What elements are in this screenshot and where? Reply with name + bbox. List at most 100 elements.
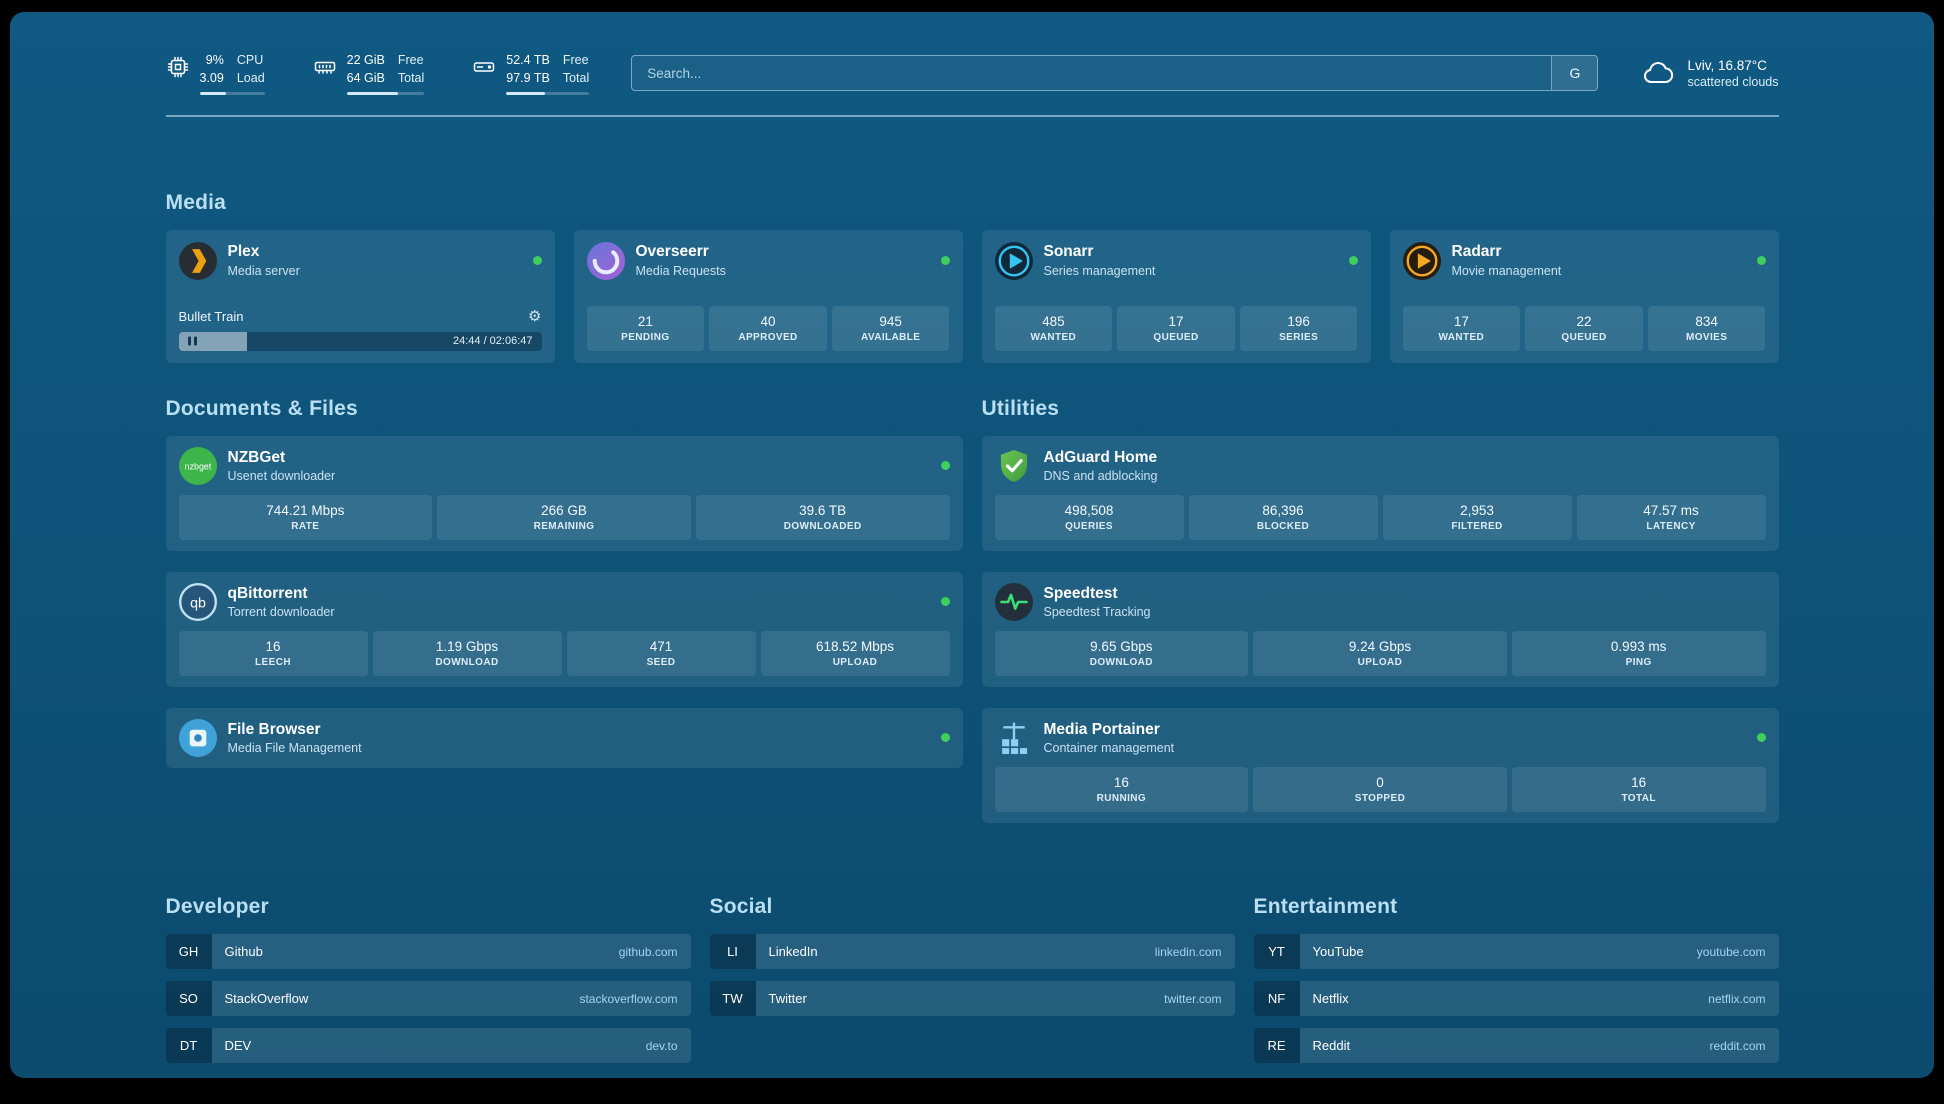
stat-value: 2,953 [1460,502,1494,518]
service-subtitle: Media server [227,264,300,279]
service-name: Overseerr [635,243,709,261]
stat-tile: 9.24 Gbps UPLOAD [1253,630,1507,676]
stat-tile: 1.19 Gbps DOWNLOAD [372,630,562,676]
stat-label: APPROVED [738,331,798,343]
bookmark-netflix[interactable]: NF Netflix netflix.com [1253,981,1779,1017]
bookmark-abbr: NF [1253,981,1300,1017]
stat-label: BLOCKED [1256,520,1310,532]
sonarr-icon [994,241,1033,280]
service-card-qbittorrent[interactable]: qb qBittorrent Torrent downloader 16 LEE… [165,571,963,687]
playback-progress-bar[interactable]: 24:44 / 02:06:47 [178,331,542,351]
bookmark-abbr: TW [709,981,756,1017]
nzbget-icon: nzbget [178,446,217,485]
disk-usage-bar [506,91,590,95]
bookmark-linkedin[interactable]: LI LinkedIn linkedin.com [709,934,1235,970]
service-card-adguard[interactable]: AdGuard Home DNS and adblocking 498,508 … [981,435,1779,551]
stat-label: PING [1625,656,1652,668]
bookmark-stackoverflow[interactable]: SO StackOverflow stackoverflow.com [165,981,691,1017]
stat-tile: 471 SEED [566,630,756,676]
now-playing-title: Bullet Train [178,308,244,324]
status-dot [940,256,950,266]
bookmark-url: netflix.com [1708,991,1766,1006]
service-name: AdGuard Home [1043,448,1158,466]
bookmark-url: linkedin.com [1154,944,1222,959]
bookmark-reddit[interactable]: RE Reddit reddit.com [1253,1028,1779,1064]
stat-value: 196 [1287,313,1310,329]
service-name: Speedtest [1043,584,1118,602]
bookmark-url: twitter.com [1164,991,1222,1006]
system-stats: 9% CPU 3.09 Load [166,52,590,95]
ram-total-value: 64 GiB [346,70,385,85]
status-dot [532,256,542,266]
bookmark-github[interactable]: GH Github github.com [165,934,691,970]
search-provider-button[interactable]: G [1551,56,1598,91]
weather-widget[interactable]: Lviv, 16.87°C scattered clouds [1642,57,1779,89]
stat-label: DOWNLOAD [435,656,499,668]
disk-free-label: Free [562,53,589,67]
service-card-nzbget[interactable]: nzbget NZBGet Usenet downloader 744.21 M… [165,435,963,551]
service-card-overseerr[interactable]: Overseerr Media Requests 21 PENDING 40 A… [573,229,963,363]
speedtest-icon [994,582,1033,621]
bookmark-group-social: Social LI LinkedIn linkedin.com TW Twitt… [709,895,1235,1075]
service-card-sonarr[interactable]: Sonarr Series management 485 WANTED 17 Q… [981,229,1371,363]
stat-label: STOPPED [1354,792,1406,804]
stat-tile: 16 RUNNING [994,766,1249,812]
weather-location-temp: Lviv, 16.87°C [1687,57,1767,73]
bookmark-youtube[interactable]: YT YouTube youtube.com [1253,934,1779,970]
cpu-percent: 9% [205,53,224,67]
bookmark-name: LinkedIn [768,944,818,960]
service-card-radarr[interactable]: Radarr Movie management 17 WANTED 22 QUE… [1389,229,1779,363]
stat-value: 485 [1042,313,1065,329]
cpu-icon [166,52,190,79]
bookmark-abbr: DT [165,1028,212,1064]
search-input[interactable] [632,56,1552,91]
pause-icon[interactable] [187,336,197,346]
stat-tile: 834 MOVIES [1647,305,1766,351]
stat-tile: 945 AVAILABLE [831,305,950,351]
service-subtitle: Media Requests [635,264,726,279]
section-documents-files: Documents & Files nzbget NZBGet Usenet d… [165,396,963,768]
weather-condition: scattered clouds [1687,74,1779,89]
stat-tile: 47.57 ms LATENCY [1576,494,1766,540]
service-name: qBittorrent [227,584,308,602]
stat-label: QUEUED [1153,331,1199,343]
stat-tile: 618.52 Mbps UPLOAD [760,630,950,676]
stat-tile: 40 APPROVED [709,305,827,351]
stat-tile: 16 LEECH [178,630,368,676]
stat-tile: 485 WANTED [994,305,1113,351]
stat-value: 1.19 Gbps [435,638,499,654]
now-playing-widget: Bullet Train ⚙ 24:44 / 02:06:47 [178,307,542,351]
stat-value: 17 [1168,313,1184,329]
stat-tile: 2,953 FILTERED [1382,494,1572,540]
gear-icon[interactable]: ⚙ [528,307,542,325]
bookmark-twitter[interactable]: TW Twitter twitter.com [709,981,1235,1017]
stat-value: 17 [1453,313,1469,329]
svg-text:nzbget: nzbget [184,462,211,472]
stat-tile: 0 STOPPED [1253,766,1507,812]
stat-value: 16 [265,638,281,654]
service-subtitle: Speedtest Tracking [1043,605,1151,620]
stat-tile: 744.21 Mbps RATE [178,494,433,540]
stat-label: DOWNLOADED [783,520,862,532]
ram-free-value: 22 GiB [346,53,385,67]
service-name: Sonarr [1043,243,1094,261]
ram-total-label: Total [397,70,425,85]
bookmark-name: Netflix [1312,991,1349,1007]
status-dot [1348,256,1358,266]
service-name: Plex [227,243,260,261]
service-card-portainer[interactable]: Media Portainer Container management 16 … [981,707,1779,823]
service-card-filebrowser[interactable]: File Browser Media File Management [165,707,963,768]
service-card-plex[interactable]: Plex Media server Bullet Train ⚙ [165,229,555,363]
stat-label: QUEUED [1561,331,1607,343]
service-card-speedtest[interactable]: Speedtest Speedtest Tracking 9.65 Gbps D… [981,571,1779,687]
bookmark-url: dev.to [645,1038,678,1053]
status-dot [940,461,950,471]
bookmark-dev[interactable]: DT DEV dev.to [165,1028,691,1064]
disk-free-value: 52.4 TB [506,53,550,67]
stat-label: WANTED [1438,331,1485,343]
cpu-widget: 9% CPU 3.09 Load [166,52,265,95]
stat-tile: 86,396 BLOCKED [1188,494,1378,540]
section-heading-documents: Documents & Files [165,396,358,420]
service-subtitle: Media File Management [227,741,362,756]
stat-tile: 9.65 Gbps DOWNLOAD [994,630,1249,676]
